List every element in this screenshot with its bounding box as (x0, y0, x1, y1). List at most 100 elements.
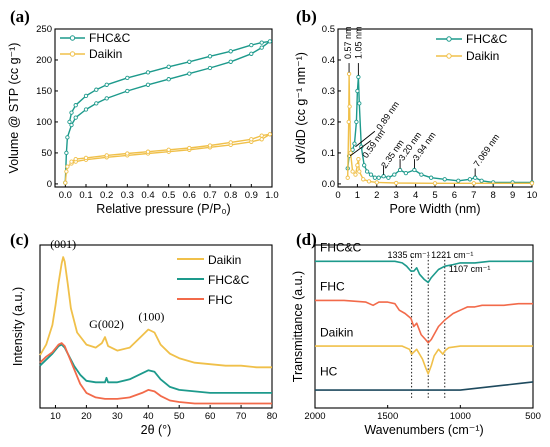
panel-letter: (c) (10, 230, 29, 249)
data-point (442, 177, 447, 182)
data-point (207, 143, 213, 148)
y-tick-label: 0.5 (322, 24, 335, 35)
y-axis-label: dV/dD (cc g⁻¹ nm⁻¹) (294, 52, 308, 164)
x-tick-label: 0.5 (162, 190, 175, 201)
series-line-fhcc (39, 343, 272, 394)
legend-label: FHC&C (89, 31, 131, 45)
data-point (249, 42, 254, 48)
data-point (381, 174, 386, 179)
y-tick-label: 0.2 (322, 117, 335, 128)
data-point (145, 82, 151, 87)
legend-marker (446, 53, 452, 59)
data-point (267, 132, 273, 137)
data-point (207, 54, 213, 59)
series-line-fhc (39, 342, 272, 405)
data-point (65, 164, 70, 169)
data-point (428, 175, 434, 180)
data-point (65, 135, 70, 140)
x-tick-label: 9 (510, 190, 515, 201)
legend-marker (446, 36, 452, 42)
x-tick-label: 7 (471, 190, 476, 201)
annotation-label: (100) (138, 310, 164, 324)
x-tick-label: 30 (112, 411, 123, 422)
data-point (83, 93, 89, 99)
series-line-hc (315, 381, 534, 391)
series-line-fhcc (64, 40, 271, 183)
y-tick-label: 200 (36, 55, 52, 66)
data-point (94, 101, 99, 106)
data-point (412, 167, 417, 173)
x-tick-label: 1 (355, 190, 360, 201)
y-axis-label: Transmittance (a.u.) (291, 271, 305, 382)
data-point (361, 177, 366, 182)
data-point (350, 169, 355, 174)
data-point (364, 169, 370, 174)
x-axis-label: Relative pressure (P/P₀) (96, 202, 230, 216)
annotation-label: 1335 cm⁻¹ (388, 250, 430, 260)
data-point (397, 167, 403, 173)
x-tick-label: 0.8 (224, 190, 237, 201)
data-point (346, 119, 351, 125)
data-point (356, 156, 361, 162)
data-point (73, 156, 78, 162)
data-point (69, 122, 74, 128)
x-tick-label: 8 (491, 190, 496, 201)
data-point (346, 71, 352, 77)
x-tick-label: 0.6 (183, 190, 196, 201)
x-tick-label: 1500 (377, 411, 398, 422)
x-tick-label: 0.4 (141, 190, 154, 201)
data-point (228, 59, 233, 64)
x-axis-label: Wavenumbers (cm⁻¹) (364, 423, 483, 437)
data-point (352, 141, 357, 146)
y-tick-label: 0.0 (322, 179, 335, 190)
series-line-daikin (347, 73, 532, 185)
axes-frame-d (314, 244, 534, 409)
x-tick-label: 40 (143, 411, 154, 422)
data-point (386, 175, 391, 180)
data-point (471, 181, 476, 186)
data-point (166, 64, 171, 69)
data-point (63, 180, 68, 185)
data-point (529, 181, 535, 186)
data-point (64, 169, 69, 174)
series-line-daikin (64, 133, 271, 183)
annotation-arrow (349, 140, 372, 157)
y-axis-label: Intensity (a.u.) (11, 287, 25, 366)
x-tick-label: 1000 (450, 411, 471, 422)
y-tick-label: 50 (41, 148, 52, 159)
data-point (259, 40, 264, 45)
data-point (357, 101, 362, 106)
data-point (228, 49, 233, 54)
data-point (73, 115, 78, 120)
panel-letter: (b) (296, 7, 317, 26)
x-tick-label: 4 (413, 190, 418, 201)
y-tick-label: 0 (47, 179, 52, 190)
series-line-fhcc (315, 260, 533, 284)
data-point (432, 181, 438, 186)
series-label: FHC&C (320, 241, 362, 255)
series-label: HC (320, 364, 338, 378)
legend-label: FHC&C (466, 32, 508, 46)
x-axis-label: 2θ (°) (141, 423, 172, 437)
data-point (125, 88, 130, 94)
data-point (354, 119, 359, 125)
data-point (372, 175, 378, 180)
legend-marker (69, 51, 76, 57)
series-line-daikin (315, 345, 533, 375)
data-point (353, 172, 358, 177)
x-tick-label: 0.1 (79, 190, 92, 201)
data-point (69, 159, 74, 164)
data-point (267, 39, 273, 44)
y-tick-label: 0.3 (322, 86, 335, 97)
data-point (145, 70, 151, 75)
data-point (166, 147, 171, 152)
annotation-label: G(002) (89, 317, 124, 331)
x-tick-label: 3 (394, 190, 399, 201)
x-tick-label: 80 (267, 411, 278, 422)
legend-label: FHC&C (208, 273, 250, 287)
data-point (125, 75, 130, 81)
x-tick-label: 20 (81, 411, 92, 422)
y-tick-label: 0.4 (322, 55, 335, 66)
data-point (64, 150, 69, 156)
series-label: FHC (320, 280, 345, 294)
